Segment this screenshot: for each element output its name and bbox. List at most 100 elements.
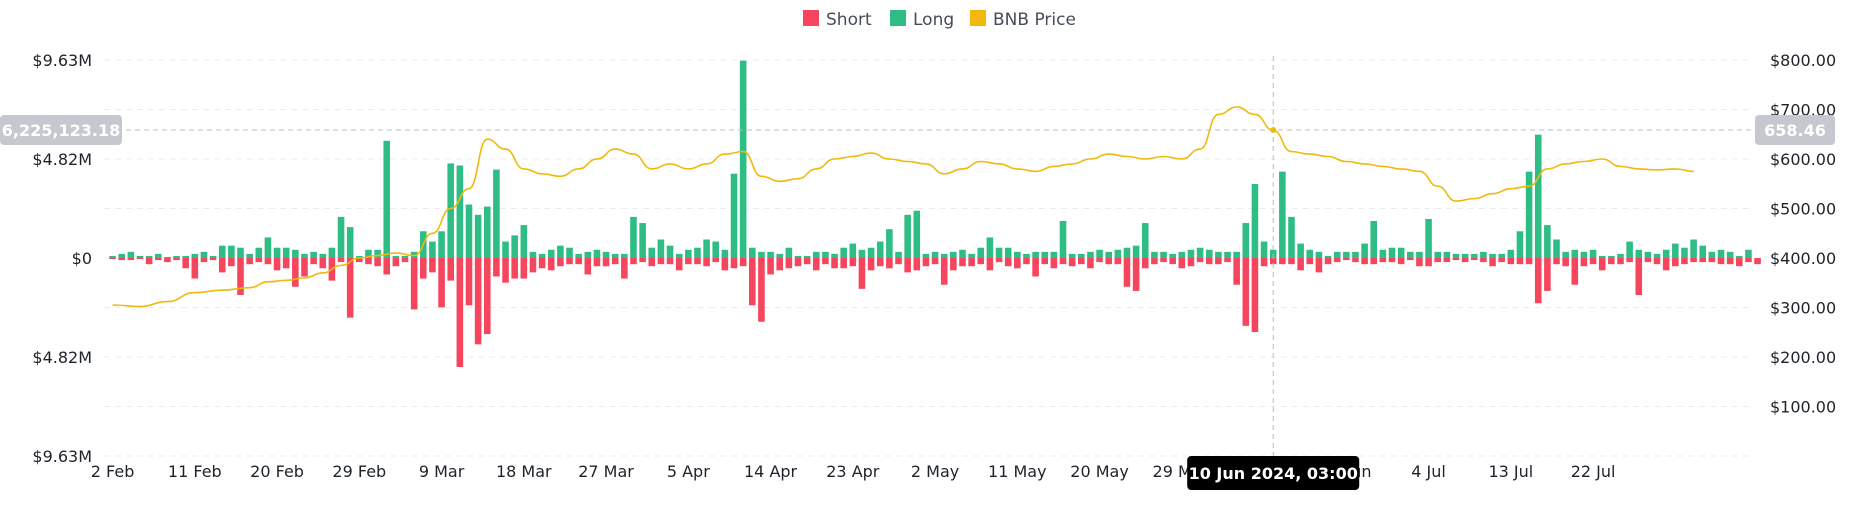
short-bar-105 [1068, 258, 1076, 267]
long-bar-146 [1443, 251, 1451, 258]
long-bar-76 [803, 255, 811, 258]
short-bar-98 [1004, 258, 1012, 267]
short-bar-174 [1699, 258, 1707, 263]
short-bar-17 [264, 258, 272, 265]
long-bar-129 [1288, 216, 1295, 258]
short-bar-124 [1242, 258, 1250, 326]
legend-item-bnb-price[interactable]: BNB Price [970, 10, 1076, 30]
long-bar-170 [1662, 249, 1670, 258]
short-bar-172 [1681, 258, 1688, 265]
long-bar-95 [977, 247, 985, 258]
short-bar-61 [666, 258, 674, 265]
short-bar-134 [1333, 258, 1341, 263]
crosshair-price-point [1270, 127, 1277, 134]
long-bar-2 [127, 251, 135, 258]
long-bar-150 [1480, 251, 1487, 258]
long-bar-45 [520, 225, 528, 258]
crosshair-right-value: 658.46 [1764, 121, 1826, 140]
short-bar-72 [767, 258, 774, 275]
long-bar-70 [749, 247, 756, 258]
short-bar-112 [1132, 258, 1140, 291]
long-bar-19 [282, 247, 290, 258]
long-bar-111 [1123, 247, 1131, 258]
long-bar-71 [758, 251, 765, 258]
short-bar-18 [273, 258, 281, 271]
long-bar-157 [1544, 225, 1551, 258]
long-bar-105 [1068, 253, 1076, 258]
long-bar-109 [1105, 251, 1112, 258]
long-bar-16 [255, 247, 263, 258]
long-bar-101 [1032, 251, 1039, 258]
short-bar-91 [940, 258, 948, 285]
long-bar-17 [264, 237, 272, 258]
long-bar-47 [538, 253, 546, 258]
long-bar-108 [1096, 249, 1103, 258]
right-tick-label-0: $800.00 [1770, 51, 1836, 70]
short-bar-56 [621, 258, 628, 279]
short-bar-35 [429, 258, 436, 273]
short-bar-103 [1050, 258, 1058, 269]
short-bar-64 [694, 258, 701, 265]
x-tick-label-1: 11 Feb [168, 462, 222, 481]
long-bar-168 [1644, 251, 1652, 258]
short-bar-3 [136, 258, 144, 259]
x-tick-label-7: 5 Apr [667, 462, 710, 481]
short-bar-65 [703, 258, 710, 267]
short-bar-121 [1215, 258, 1222, 265]
short-bar-75 [794, 258, 802, 267]
short-bar-55 [611, 258, 619, 265]
short-bar-175 [1708, 258, 1716, 263]
long-bar-169 [1653, 253, 1661, 258]
long-bar-138 [1370, 220, 1378, 258]
long-bar-112 [1132, 245, 1140, 258]
short-bar-37 [447, 258, 454, 281]
long-bar-42 [493, 169, 500, 258]
short-bar-34 [420, 258, 427, 279]
short-bar-128 [1279, 258, 1286, 265]
long-bar-23 [319, 253, 327, 258]
short-bar-32 [401, 258, 409, 263]
long-bar-174 [1699, 245, 1707, 258]
long-bar-117 [1178, 251, 1186, 258]
short-bar-68 [730, 258, 738, 269]
long-bar-90 [931, 251, 939, 258]
short-bar-1 [118, 258, 125, 261]
short-bar-96 [986, 258, 994, 271]
long-bar-59 [648, 247, 656, 258]
short-bar-106 [1078, 258, 1085, 265]
long-bar-64 [694, 247, 701, 258]
short-bar-165 [1617, 258, 1624, 265]
long-bar-155 [1525, 171, 1533, 258]
right-axis: $800.00 $700.00 $600.00 $500.00 $400.00 $300.… [1770, 51, 1836, 417]
short-bar-157 [1544, 258, 1551, 291]
long-bar-103 [1050, 251, 1058, 258]
short-bar-126 [1260, 258, 1268, 267]
short-bar-108 [1096, 258, 1103, 263]
right-tick-label-4: $400.00 [1770, 249, 1836, 268]
long-bar-140 [1388, 247, 1396, 258]
short-bar-20 [292, 258, 299, 287]
bars[interactable] [109, 60, 1761, 367]
short-bar-81 [849, 258, 857, 267]
long-bar-54 [602, 251, 610, 258]
short-bar-79 [831, 258, 838, 269]
short-bar-36 [438, 258, 445, 308]
short-bar-149 [1470, 258, 1478, 261]
short-bar-167 [1635, 258, 1643, 296]
long-bar-136 [1352, 251, 1359, 258]
long-bar-10 [200, 251, 208, 258]
long-bar-154 [1516, 231, 1524, 258]
long-bar-127 [1269, 249, 1277, 258]
legend-item-short[interactable]: Short [803, 10, 872, 30]
left-tick-label-1: $4.82M [32, 150, 92, 169]
short-bar-16 [255, 258, 263, 263]
short-bar-118 [1187, 258, 1195, 267]
long-bar-102 [1041, 251, 1049, 258]
short-bar-53 [593, 258, 601, 267]
short-bar-8 [182, 258, 189, 269]
legend-item-long[interactable]: Long [890, 10, 954, 30]
short-bar-154 [1516, 258, 1524, 265]
long-bar-134 [1333, 251, 1341, 258]
long-bar-36 [438, 231, 445, 258]
left-tick-label-4: $9.63M [32, 447, 92, 466]
